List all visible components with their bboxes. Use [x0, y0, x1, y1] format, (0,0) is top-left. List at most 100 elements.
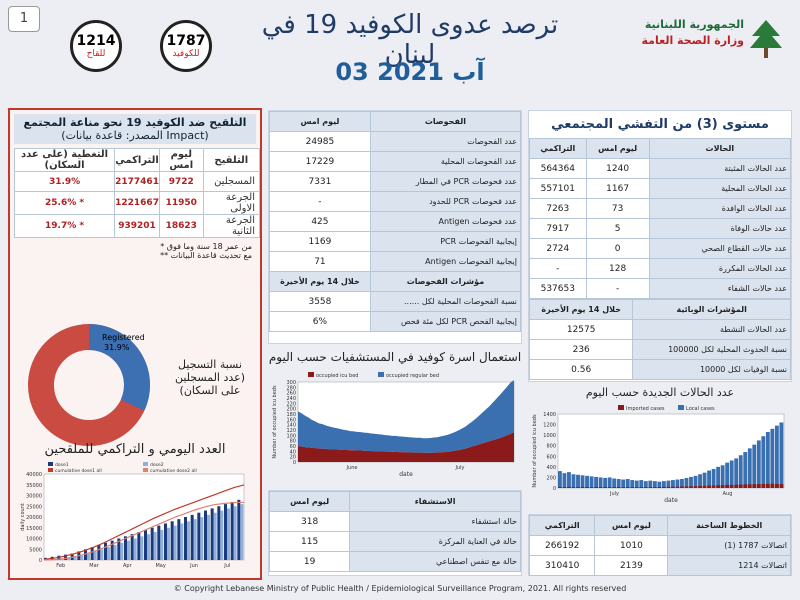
- bar-local-cases: [756, 440, 761, 488]
- bar-dose1: [104, 542, 107, 560]
- y-tick-label: 1200: [543, 423, 556, 429]
- x-tick-label: July: [455, 465, 465, 471]
- bar-imported-cases: [607, 487, 612, 488]
- bar-local-cases: [770, 428, 775, 488]
- legend-swatch: [618, 405, 624, 410]
- bar-imported-cases: [734, 484, 739, 488]
- table-row: عدد الحالات المثبتة 1240 564364: [529, 158, 792, 179]
- table-row: حالة استشفاء 318: [268, 511, 521, 532]
- bar-local-cases: [684, 477, 689, 488]
- bar-local-cases: [729, 460, 734, 488]
- hotline-vaccine-number: 1214: [76, 33, 116, 49]
- y-tick-label: 20000: [26, 515, 42, 521]
- bar-local-cases: [657, 481, 662, 488]
- vaccination-chart-title: العدد اليومي و التراكمي للملقحين: [44, 442, 226, 457]
- bar-imported-cases: [693, 486, 698, 488]
- table-row: إيجابية الفحوصات PCR 1169: [269, 231, 522, 252]
- bar-local-cases: [698, 474, 702, 488]
- bar-local-cases: [711, 468, 716, 488]
- y-tick-label: 200: [286, 407, 296, 413]
- bar-imported-cases: [643, 487, 648, 488]
- bar-dose1: [164, 523, 167, 560]
- line-cumulative-dose2: [43, 501, 245, 561]
- bar-local-cases: [747, 448, 752, 488]
- table-row: نسبة الحدوث المحلية لكل 100000 236: [528, 339, 791, 360]
- y-tick-label: 220: [286, 401, 296, 407]
- bar-dose1: [137, 532, 141, 560]
- tests-table: الفحوصات ليوم امس عدد الفحوصات 24985 عدد ا…: [269, 111, 522, 332]
- bar-imported-cases: [625, 487, 630, 488]
- bar-local-cases: [725, 462, 730, 488]
- bar-dose2: [200, 517, 204, 560]
- y-tick-label: 180: [286, 412, 296, 418]
- bar-dose2: [153, 532, 157, 560]
- bar-dose1: [197, 512, 201, 560]
- table-row: عدد حالات الشفاء -537653: [529, 278, 792, 299]
- table-row: نسبة الوفيات لكل 10000 0.56: [528, 359, 791, 380]
- y-axis-label: daily count: [20, 503, 26, 531]
- bar-dose2: [133, 538, 137, 560]
- bar-imported-cases: [680, 486, 684, 488]
- bar-dose1: [97, 544, 101, 560]
- bar-dose2: [100, 549, 104, 560]
- bar-local-cases: [607, 477, 612, 488]
- bar-imported-cases: [756, 484, 761, 488]
- bar-dose2: [160, 529, 164, 560]
- bar-dose1: [237, 499, 241, 560]
- bar-imported-cases: [671, 486, 675, 488]
- bar-dose2: [113, 544, 117, 560]
- x-tick-label: Apr: [123, 563, 133, 569]
- line-cumulative-dose1: [43, 484, 245, 560]
- bar-imported-cases: [752, 484, 757, 488]
- daily-cases-title: عدد الحالات الجديدة حسب اليوم: [585, 386, 735, 399]
- bar-imported-cases: [639, 487, 644, 488]
- bar-local-cases: [707, 470, 712, 488]
- bar-imported-cases: [770, 483, 775, 488]
- table-row: حالة في العناية المركزة 115: [268, 531, 521, 552]
- hotline-covid-label: للكوفيد: [172, 49, 200, 59]
- y-tick-label: 0: [553, 486, 556, 492]
- bar-imported-cases: [585, 487, 589, 488]
- bar-imported-cases: [571, 486, 576, 488]
- table-row: عدد حالات الوفاة 5 7917: [529, 218, 792, 239]
- bar-local-cases: [643, 481, 648, 488]
- y-tick-label: 140: [286, 423, 296, 429]
- legend-label: dose2: [150, 462, 164, 468]
- table-row: الجرعة الاولى 11950 1221667 * 25.6%: [13, 191, 261, 215]
- bar-dose1: [224, 504, 227, 560]
- legend-swatch: [48, 462, 53, 466]
- bar-local-cases: [576, 474, 580, 488]
- x-tick-label: Jul: [223, 563, 230, 569]
- x-tick-label: June: [346, 465, 358, 471]
- y-tick-label: 20: [290, 455, 296, 461]
- bar-dose2: [220, 510, 224, 560]
- bar-local-cases: [734, 458, 739, 488]
- table-row: المسجلين 9722 2177461 31.9%: [13, 171, 261, 192]
- registration-donut: Registered 31.9%: [28, 324, 150, 446]
- bar-dose2: [173, 525, 177, 560]
- page-title: ترصد عدوى الكوفيد 19 في لبنان: [261, 10, 559, 70]
- bar-imported-cases: [675, 486, 680, 488]
- bar-dose1: [204, 510, 207, 560]
- x-tick-label: Jun: [189, 563, 198, 569]
- y-tick-label: 10000: [26, 537, 42, 543]
- legend-swatch: [678, 405, 684, 410]
- y-tick-label: 60: [290, 444, 296, 450]
- bar-imported-cases: [576, 487, 580, 488]
- bar-dose2: [107, 547, 110, 560]
- x-tick-label: Mar: [89, 563, 99, 569]
- x-tick-label: Aug: [723, 491, 733, 497]
- bar-imported-cases: [702, 485, 707, 488]
- bar-local-cases: [675, 479, 680, 488]
- cedar-icon: [750, 20, 782, 58]
- legend-label: dose1: [55, 462, 69, 468]
- bar-local-cases: [603, 477, 608, 488]
- table-row: عدد فحوصات Antigen 425: [269, 211, 522, 232]
- y-tick-label: 260: [286, 391, 296, 397]
- cases-table: الحالات ليوم امس التراكمي عدد الحالات المث…: [529, 138, 792, 299]
- y-tick-label: 120: [286, 428, 296, 434]
- hospital-chart-title: استعمال اسرة كوفيد في المستشفيات حسب الي…: [268, 350, 522, 364]
- bar-dose1: [110, 540, 114, 560]
- bar-local-cases: [652, 481, 657, 488]
- bar-local-cases: [612, 478, 617, 488]
